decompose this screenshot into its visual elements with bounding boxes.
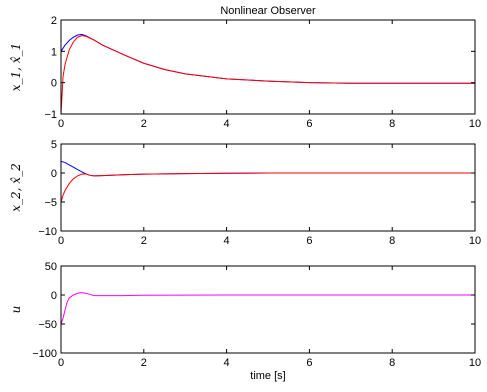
- series-line-2: [61, 35, 475, 114]
- x-tick-label: 10: [469, 235, 481, 247]
- y-tick-label: −5: [44, 197, 57, 209]
- y-tick-label: 50: [45, 261, 57, 273]
- x-tick-label: 0: [58, 235, 64, 247]
- x-tick-label: 6: [306, 235, 312, 247]
- x-tick-label: 6: [306, 118, 312, 130]
- x-tick-label: 2: [141, 235, 147, 247]
- y-tick-label: 2: [51, 15, 57, 27]
- x-tick-label: 10: [469, 357, 481, 369]
- y-axis-label: u: [9, 306, 23, 314]
- y-tick-label: 0: [51, 78, 57, 90]
- axes-box: [60, 265, 476, 354]
- y-tick-label: 1: [51, 46, 57, 58]
- chart-title: Nonlinear Observer: [220, 5, 316, 17]
- series-line-1: [61, 292, 475, 325]
- y-axis-label: x_2, x̂_2: [9, 163, 23, 211]
- x-tick-label: 10: [469, 118, 481, 130]
- x-tick-label: 6: [306, 357, 312, 369]
- x-tick-label: 2: [141, 357, 147, 369]
- x-tick-label: 4: [224, 235, 230, 247]
- subplot-3: 0 2 4 6 8 10 −100 −50 0 50 u time [s]: [9, 261, 481, 382]
- y-tick-label: −1: [44, 109, 57, 121]
- series-line-2: [61, 172, 475, 203]
- y-axis-label: x_1, x̂_1: [9, 43, 23, 91]
- y-tick-label: −10: [38, 226, 57, 238]
- series-line-1: [61, 33, 475, 84]
- x-tick-label: 8: [389, 118, 395, 130]
- x-tick-label: 8: [389, 357, 395, 369]
- y-tick-label: −100: [32, 348, 57, 360]
- y-tick-label: 0: [51, 290, 57, 302]
- x-tick-label: 0: [58, 118, 64, 130]
- x-axis-label: time [s]: [250, 370, 285, 382]
- x-tick-label: 8: [389, 235, 395, 247]
- axes-box: [60, 143, 476, 232]
- x-tick-label: 4: [224, 357, 230, 369]
- axes-box: [60, 19, 476, 115]
- y-tick-label: −50: [38, 319, 57, 331]
- y-tick-label: 0: [51, 168, 57, 180]
- subplot-2: 0 2 4 6 8 10 −10 −5 0 5 x_2, x̂_2: [9, 139, 481, 247]
- series-line-1: [61, 160, 475, 177]
- x-tick-label: 0: [58, 357, 64, 369]
- x-tick-label: 2: [141, 118, 147, 130]
- x-tick-label: 4: [224, 118, 230, 130]
- y-tick-label: 5: [51, 139, 57, 151]
